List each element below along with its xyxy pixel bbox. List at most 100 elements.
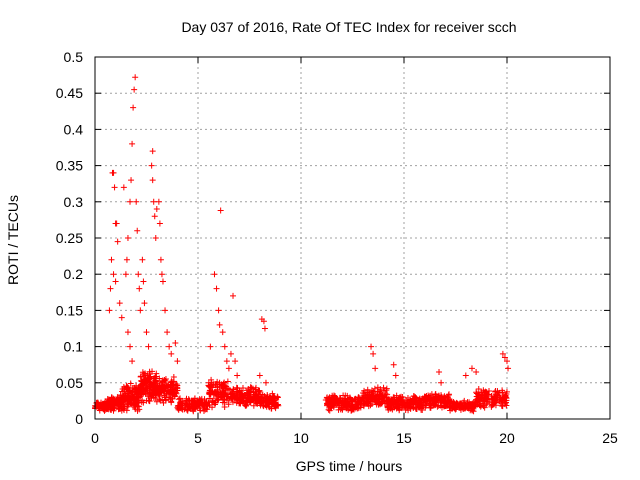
data-point bbox=[162, 396, 169, 403]
data-point bbox=[486, 387, 493, 394]
x-tick-label: 15 bbox=[396, 430, 412, 446]
data-point bbox=[378, 400, 385, 407]
data-point bbox=[396, 394, 403, 401]
data-point bbox=[145, 392, 152, 399]
data-point bbox=[475, 385, 482, 392]
data-point bbox=[252, 384, 259, 391]
data-point bbox=[419, 401, 426, 408]
data-point bbox=[261, 325, 268, 332]
data-point bbox=[210, 382, 217, 389]
data-point bbox=[494, 387, 501, 394]
data-point bbox=[170, 390, 177, 397]
data-point bbox=[275, 402, 282, 409]
data-point bbox=[217, 207, 224, 214]
data-point bbox=[107, 285, 114, 292]
data-point bbox=[116, 300, 123, 307]
data-point bbox=[104, 405, 111, 412]
data-point bbox=[127, 198, 134, 205]
data-point bbox=[336, 404, 343, 411]
data-point bbox=[502, 392, 509, 399]
data-point bbox=[365, 403, 372, 410]
data-point bbox=[428, 391, 435, 398]
data-point bbox=[331, 399, 338, 406]
data-point bbox=[422, 396, 429, 403]
data-point bbox=[164, 329, 171, 336]
y-tick-label: 0.1 bbox=[64, 339, 84, 355]
data-point bbox=[166, 343, 173, 350]
data-point bbox=[431, 401, 438, 408]
data-point bbox=[223, 383, 230, 390]
data-point bbox=[260, 403, 267, 410]
data-point bbox=[127, 380, 134, 387]
y-tick-label: 0 bbox=[75, 411, 83, 427]
data-point bbox=[190, 407, 197, 414]
data-point bbox=[503, 391, 510, 398]
data-point bbox=[219, 382, 226, 389]
data-point bbox=[150, 198, 157, 205]
data-point bbox=[475, 397, 482, 404]
data-point bbox=[161, 381, 168, 388]
data-point bbox=[162, 376, 169, 383]
data-point bbox=[193, 402, 200, 409]
data-point bbox=[139, 387, 146, 394]
data-point bbox=[113, 402, 120, 409]
data-point bbox=[385, 397, 392, 404]
data-point bbox=[499, 387, 506, 394]
data-point bbox=[202, 406, 209, 413]
data-point bbox=[374, 399, 381, 406]
data-point bbox=[146, 371, 153, 378]
data-point bbox=[149, 177, 156, 184]
data-point bbox=[377, 386, 384, 393]
data-point bbox=[229, 399, 236, 406]
data-point bbox=[131, 86, 138, 93]
data-point bbox=[469, 407, 476, 414]
data-point bbox=[447, 407, 454, 414]
data-point bbox=[482, 394, 489, 401]
data-point bbox=[181, 400, 188, 407]
data-point bbox=[405, 398, 412, 405]
y-tick-label: 0.45 bbox=[56, 85, 83, 101]
x-tick-labels: 0 5 10 15 20 25 bbox=[91, 430, 618, 446]
data-point bbox=[142, 382, 149, 389]
data-point bbox=[468, 365, 475, 372]
data-point bbox=[390, 361, 397, 368]
data-point bbox=[482, 398, 489, 405]
data-point bbox=[392, 372, 399, 379]
data-point bbox=[257, 391, 264, 398]
data-point bbox=[207, 389, 214, 396]
data-point bbox=[259, 395, 266, 402]
data-point bbox=[233, 395, 240, 402]
data-point bbox=[185, 403, 192, 410]
data-point bbox=[131, 397, 138, 404]
data-point bbox=[490, 401, 497, 408]
data-point bbox=[465, 401, 472, 408]
data-point bbox=[123, 256, 130, 263]
data-point bbox=[108, 401, 115, 408]
data-point bbox=[129, 358, 136, 365]
data-point bbox=[128, 177, 135, 184]
data-point bbox=[146, 390, 153, 397]
data-point bbox=[481, 404, 488, 411]
data-point bbox=[370, 350, 377, 357]
data-point bbox=[453, 405, 460, 412]
data-point bbox=[221, 343, 228, 350]
data-point bbox=[221, 390, 228, 397]
data-point bbox=[372, 365, 379, 372]
data-point bbox=[129, 140, 136, 147]
data-point bbox=[238, 397, 245, 404]
data-point bbox=[124, 235, 131, 241]
data-point bbox=[174, 404, 181, 411]
data-point bbox=[140, 278, 147, 285]
data-point bbox=[396, 403, 403, 410]
data-point bbox=[124, 402, 131, 409]
data-point bbox=[143, 329, 150, 336]
data-point bbox=[505, 365, 512, 372]
data-point bbox=[148, 162, 155, 169]
data-point bbox=[430, 394, 437, 401]
data-points bbox=[92, 74, 512, 415]
y-tick-label: 0.5 bbox=[64, 49, 84, 65]
data-point bbox=[153, 206, 160, 213]
data-point bbox=[412, 394, 419, 401]
data-point bbox=[422, 402, 429, 409]
